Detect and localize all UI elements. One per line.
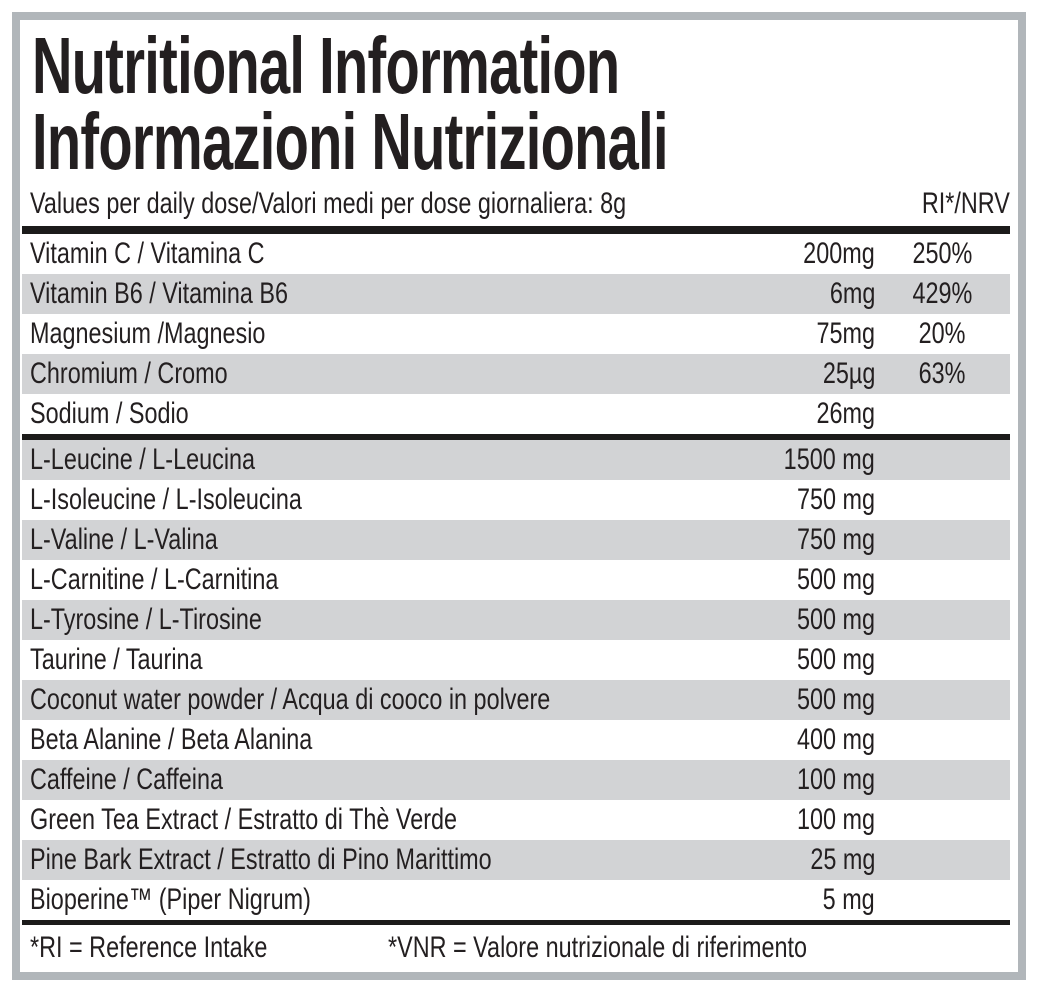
table-row: Taurine / Taurina 500 mg [22,640,1010,680]
table-row: Vitamin C / Vitamina C 200mg 250% [22,234,1010,274]
table-row: Chromium / Cromo 25µg 63% [22,354,1010,394]
ingredient-amount: 26mg [816,397,875,430]
ingredient-name: Magnesium /Magnesio [30,317,266,350]
dose-label-cell: Values per daily dose/Valori medi per do… [30,187,897,221]
ingredient-amount: 1500 mg [783,443,875,476]
ingredient-name: Beta Alanine / Beta Alanina [30,723,313,756]
ingredient-percent: 20% [919,317,966,350]
ingredient-amount: 5 mg [822,883,875,916]
table-row: L-Leucine / L-Leucina 1500 mg [22,440,1010,480]
footnotes: *RI = Reference Intake *VNR = Valore nut… [22,925,1010,971]
title-text-it: Informazioni Nutrizionali [32,97,669,186]
ingredient-name: Taurine / Taurina [30,643,203,676]
ingredient-amount: 75mg [816,317,875,350]
vnr-footnote: *VNR = Valore nutrizionale di riferiment… [388,931,808,964]
ri-nrv-cell: RI*/NRV [897,187,1010,221]
ingredient-amount: 100 mg [796,763,875,796]
ingredient-amount: 750 mg [796,523,875,556]
ingredient-name: L-Isoleucine / L-Isoleucina [30,483,302,516]
table-row: Beta Alanine / Beta Alanina 400 mg [22,720,1010,760]
table-row: Coconut water powder / Acqua di cooco in… [22,680,1010,720]
table-row: L-Valine / L-Valina 750 mg [22,520,1010,560]
table-row: L-Isoleucine / L-Isoleucina 750 mg [22,480,1010,520]
ingredient-amount: 500 mg [796,563,875,596]
ingredient-amount: 500 mg [796,643,875,676]
table-row: Magnesium /Magnesio 75mg 20% [22,314,1010,354]
ingredient-amount: 25 mg [809,843,875,876]
ingredient-name: Vitamin B6 / Vitamina B6 [30,277,288,310]
ingredient-name: L-Leucine / L-Leucina [30,443,256,476]
title-line-en: Nutritional Information [32,21,1018,110]
ri-nrv-label: RI*/NRV [922,187,1010,220]
ingredient-name: Green Tea Extract / Estratto di Thè Verd… [30,803,458,836]
title-line-it: Informazioni Nutrizionali [32,97,1018,186]
dose-label: Values per daily dose/Valori medi per do… [30,187,627,220]
ri-footnote: *RI = Reference Intake [30,931,268,964]
ingredient-amount: 500 mg [796,603,875,636]
table-header: Values per daily dose/Valori medi per do… [22,180,1010,226]
footer-rule [22,920,1010,925]
ingredient-name: Vitamin C / Vitamina C [30,237,265,270]
section-vitamins-minerals: Vitamin C / Vitamina C 200mg 250% Vitami… [22,234,1010,434]
ingredient-name: Chromium / Cromo [30,357,228,390]
table-row: Caffeine / Caffeina 100 mg [22,760,1010,800]
section-divider-rule [22,434,1010,440]
table-row: Bioperine™ (Piper Nigrum) 5 mg [22,880,1010,920]
table-row: L-Carnitine / L-Carnitina 500 mg [22,560,1010,600]
ingredient-name: Coconut water powder / Acqua di cooco in… [30,683,551,716]
ingredient-amount: 100 mg [796,803,875,836]
ingredient-amount: 500 mg [796,683,875,716]
table-row: Vitamin B6 / Vitamina B6 6mg 429% [22,274,1010,314]
ingredient-name: L-Carnitine / L-Carnitina [30,563,279,596]
ingredient-amount: 200mg [803,237,875,270]
table-row: L-Tyrosine / L-Tirosine 500 mg [22,600,1010,640]
table-row: Green Tea Extract / Estratto di Thè Verd… [22,800,1010,840]
section-active-ingredients: L-Leucine / L-Leucina 1500 mg L-Isoleuci… [22,440,1010,920]
ingredient-name: Sodium / Sodio [30,397,189,430]
page-title: Nutritional Information Informazioni Nut… [32,21,1018,186]
ingredient-name: Pine Bark Extract / Estratto di Pino Mar… [30,843,492,876]
ingredient-percent: 63% [919,357,966,390]
ingredient-percent: 250% [912,237,973,270]
ingredient-amount: 6mg [829,277,875,310]
header-rule [22,226,1010,234]
ingredient-name: Caffeine / Caffeina [30,763,223,796]
title-text-en: Nutritional Information [32,21,620,110]
ingredient-name: L-Tyrosine / L-Tirosine [30,603,262,636]
ingredient-name: Bioperine™ (Piper Nigrum) [30,883,311,916]
ingredient-name: L-Valine / L-Valina [30,523,218,556]
table-row: Sodium / Sodio 26mg [22,394,1010,434]
ingredient-amount: 750 mg [796,483,875,516]
nutrition-label: Nutritional Information Informazioni Nut… [12,12,1026,980]
ingredient-amount: 400 mg [796,723,875,756]
ingredient-amount: 25µg [822,357,875,390]
ingredient-percent: 429% [912,277,973,310]
table-row: Pine Bark Extract / Estratto di Pino Mar… [22,840,1010,880]
